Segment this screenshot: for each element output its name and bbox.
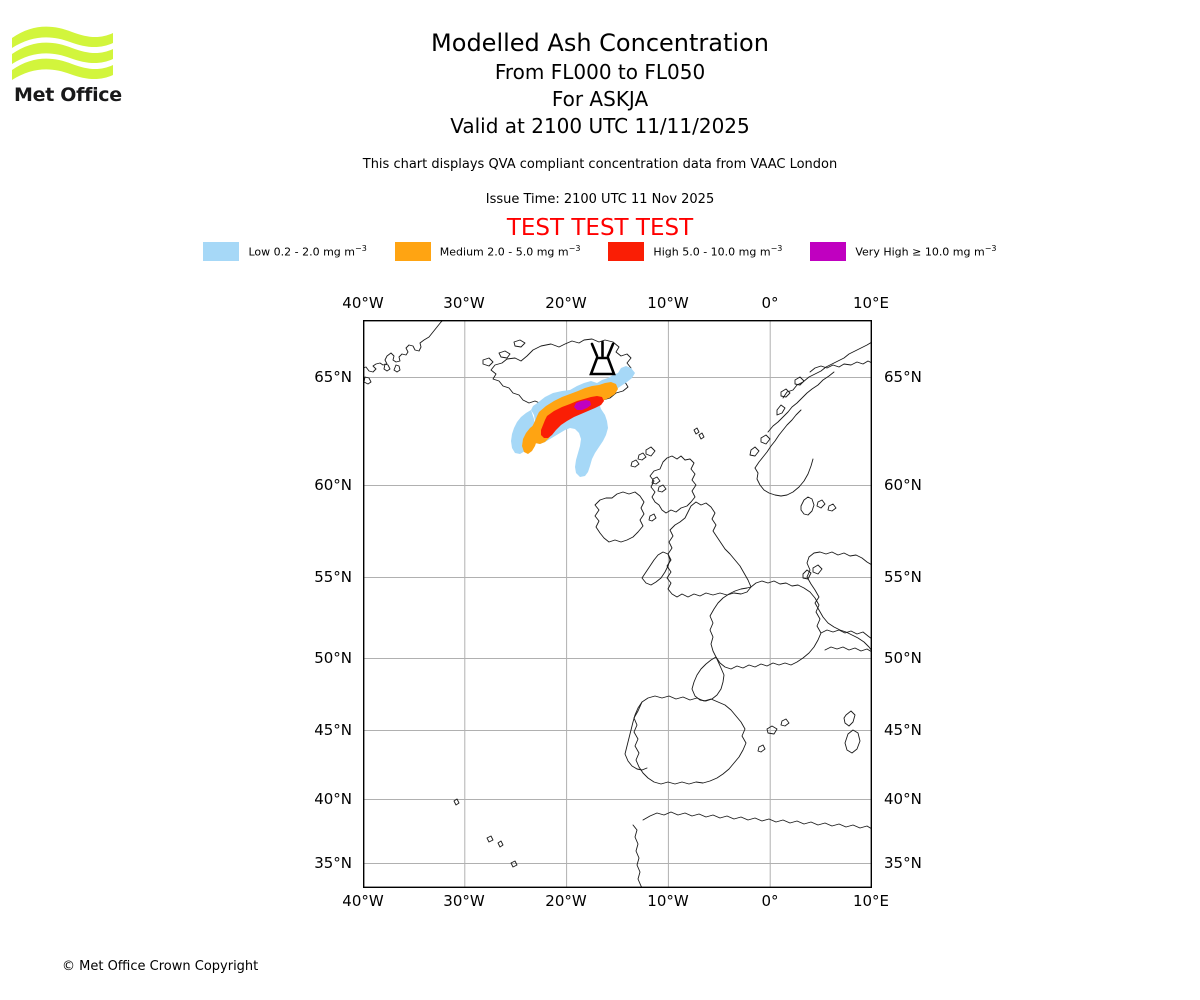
- xtick-top-0: 40°W: [342, 294, 384, 312]
- legend-swatch-medium: [394, 242, 431, 261]
- xtick-bottom-4: 0°: [761, 892, 779, 910]
- map-frame: [363, 320, 872, 888]
- legend-label-medium: Medium 2.0 - 5.0 mg m−3: [439, 244, 581, 259]
- legend-item-low: Low 0.2 - 2.0 mg m−3: [203, 242, 367, 261]
- xtick-top-3: 10°W: [647, 294, 689, 312]
- xtick-top-4: 0°: [761, 294, 779, 312]
- met-office-wave-logo-icon: [12, 26, 113, 80]
- title-valid-time: Valid at 2100 UTC 11/11/2025: [450, 114, 750, 138]
- xtick-bottom-3: 10°W: [647, 892, 689, 910]
- ytick-left-6: 65°N: [314, 368, 352, 386]
- ytick-right-4: 55°N: [884, 568, 922, 586]
- plume-contour-medium-sw: [522, 424, 538, 454]
- xtick-top-2: 20°W: [545, 294, 587, 312]
- concentration-legend: Low 0.2 - 2.0 mg m−3 Medium 2.0 - 5.0 mg…: [0, 242, 1200, 261]
- legend-item-very-high: Very High ≥ 10.0 mg m−3: [810, 242, 997, 261]
- issue-time: Issue Time: 2100 UTC 11 Nov 2025: [485, 192, 715, 207]
- copyright-notice: © Met Office Crown Copyright: [62, 959, 259, 974]
- ytick-right-0: 35°N: [884, 854, 922, 872]
- xtick-bottom-0: 40°W: [342, 892, 384, 910]
- xtick-top-5: 10°E: [852, 294, 890, 312]
- xtick-top-1: 30°W: [443, 294, 485, 312]
- ytick-left-0: 35°N: [314, 854, 352, 872]
- ytick-right-2: 45°N: [884, 721, 922, 739]
- title-flight-levels: From FL000 to FL050: [494, 60, 706, 84]
- legend-swatch-low: [203, 242, 240, 261]
- ytick-right-3: 50°N: [884, 649, 922, 667]
- xtick-bottom-2: 20°W: [545, 892, 587, 910]
- legend-item-medium: Medium 2.0 - 5.0 mg m−3: [394, 242, 581, 261]
- legend-swatch-very-high: [810, 242, 847, 261]
- map-panel: [363, 320, 872, 888]
- title-block: Modelled Ash Concentration From FL000 to…: [0, 28, 1200, 140]
- ytick-right-6: 65°N: [884, 368, 922, 386]
- plume-contour-very-high: [574, 400, 591, 410]
- legend-swatch-high: [608, 242, 645, 261]
- title-volcano: For ASKJA: [551, 87, 649, 111]
- coastlines: [363, 320, 872, 888]
- chart-subtitle: This chart displays QVA compliant concen…: [362, 157, 838, 172]
- page-title: Modelled Ash Concentration: [431, 29, 769, 57]
- ytick-left-3: 50°N: [314, 649, 352, 667]
- legend-label-high: High 5.0 - 10.0 mg m−3: [653, 244, 783, 259]
- ytick-right-5: 60°N: [884, 476, 922, 494]
- legend-item-high: High 5.0 - 10.0 mg m−3: [608, 242, 782, 261]
- legend-label-very-high: Very High ≥ 10.0 mg m−3: [855, 244, 997, 259]
- ytick-right-1: 40°N: [884, 790, 922, 808]
- xtick-bottom-5: 10°E: [852, 892, 890, 910]
- legend-label-low: Low 0.2 - 2.0 mg m−3: [248, 244, 367, 259]
- ash-plume: [511, 366, 635, 477]
- map-canvas: [363, 320, 872, 888]
- met-office-wordmark: Met Office: [14, 84, 122, 106]
- met-office-logo: Met Office: [10, 22, 130, 114]
- ytick-left-1: 40°N: [314, 790, 352, 808]
- xtick-bottom-1: 30°W: [443, 892, 485, 910]
- map-gridlines: [363, 320, 872, 888]
- ytick-left-4: 55°N: [314, 568, 352, 586]
- ytick-left-2: 45°N: [314, 721, 352, 739]
- test-banner: TEST TEST TEST: [506, 215, 694, 241]
- volcano-marker-icon: [589, 340, 616, 376]
- ytick-left-5: 60°N: [314, 476, 352, 494]
